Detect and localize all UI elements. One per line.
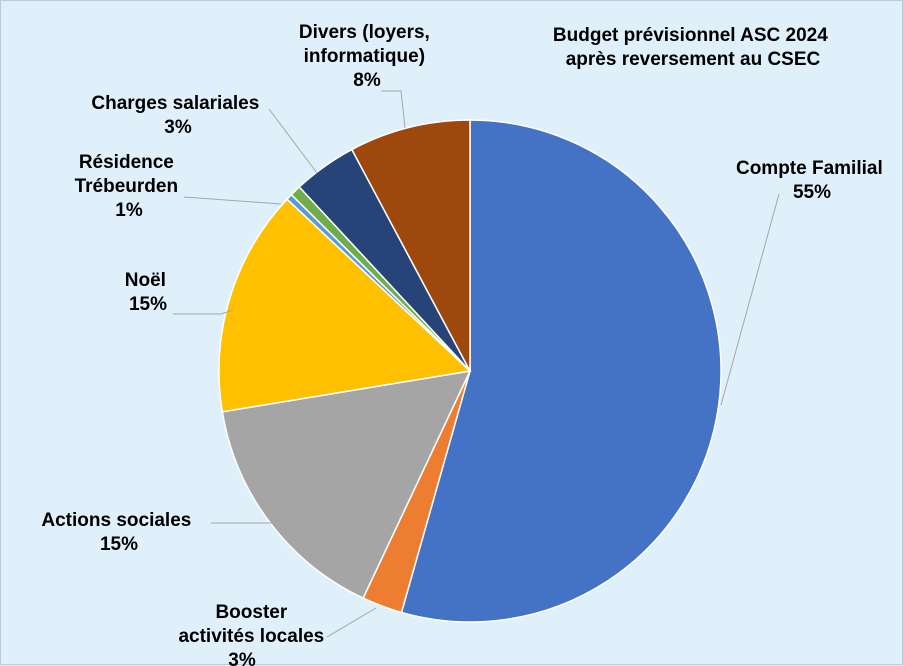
pie-slice-0 — [400, 119, 722, 623]
leader-line-2 — [211, 513, 318, 524]
chart-title-line-1: Budget prévisionnel ASC 2024 — [553, 25, 828, 46]
leader-lines — [173, 90, 780, 638]
slice-label-charges-salariales: Charges salariales 3% — [91, 93, 264, 138]
pie-slice-2 — [221, 370, 472, 600]
slice-label-compte-familial: Compte Familial 55% — [736, 158, 888, 203]
chart-title-line-2: après reversement au CSEC — [566, 49, 821, 70]
slice-label-divers: Divers (loyers, informatique) 8% — [299, 22, 435, 91]
leader-line-6 — [381, 90, 406, 129]
leader-line-1 — [326, 607, 377, 638]
slice-label-booster: Booster activités locales 3% — [178, 602, 329, 666]
leader-line-0 — [720, 193, 780, 406]
leader-line-3 — [173, 309, 234, 315]
leader-line-5 — [268, 108, 318, 174]
slice-label-noel: Noël 15% — [125, 270, 171, 315]
leader-line-4 — [183, 196, 282, 205]
slice-label-actions-sociales: Actions sociales 15% — [41, 510, 196, 555]
pie-slice-3 — [218, 198, 472, 413]
pie-slices — [218, 119, 722, 623]
chart-title: Budget prévisionnel ASC 2024 après rever… — [553, 25, 833, 70]
pie-slice-7 — [350, 119, 471, 372]
slice-label-residence-trebeurden: Résidence Trébeurden 1% — [75, 152, 184, 221]
